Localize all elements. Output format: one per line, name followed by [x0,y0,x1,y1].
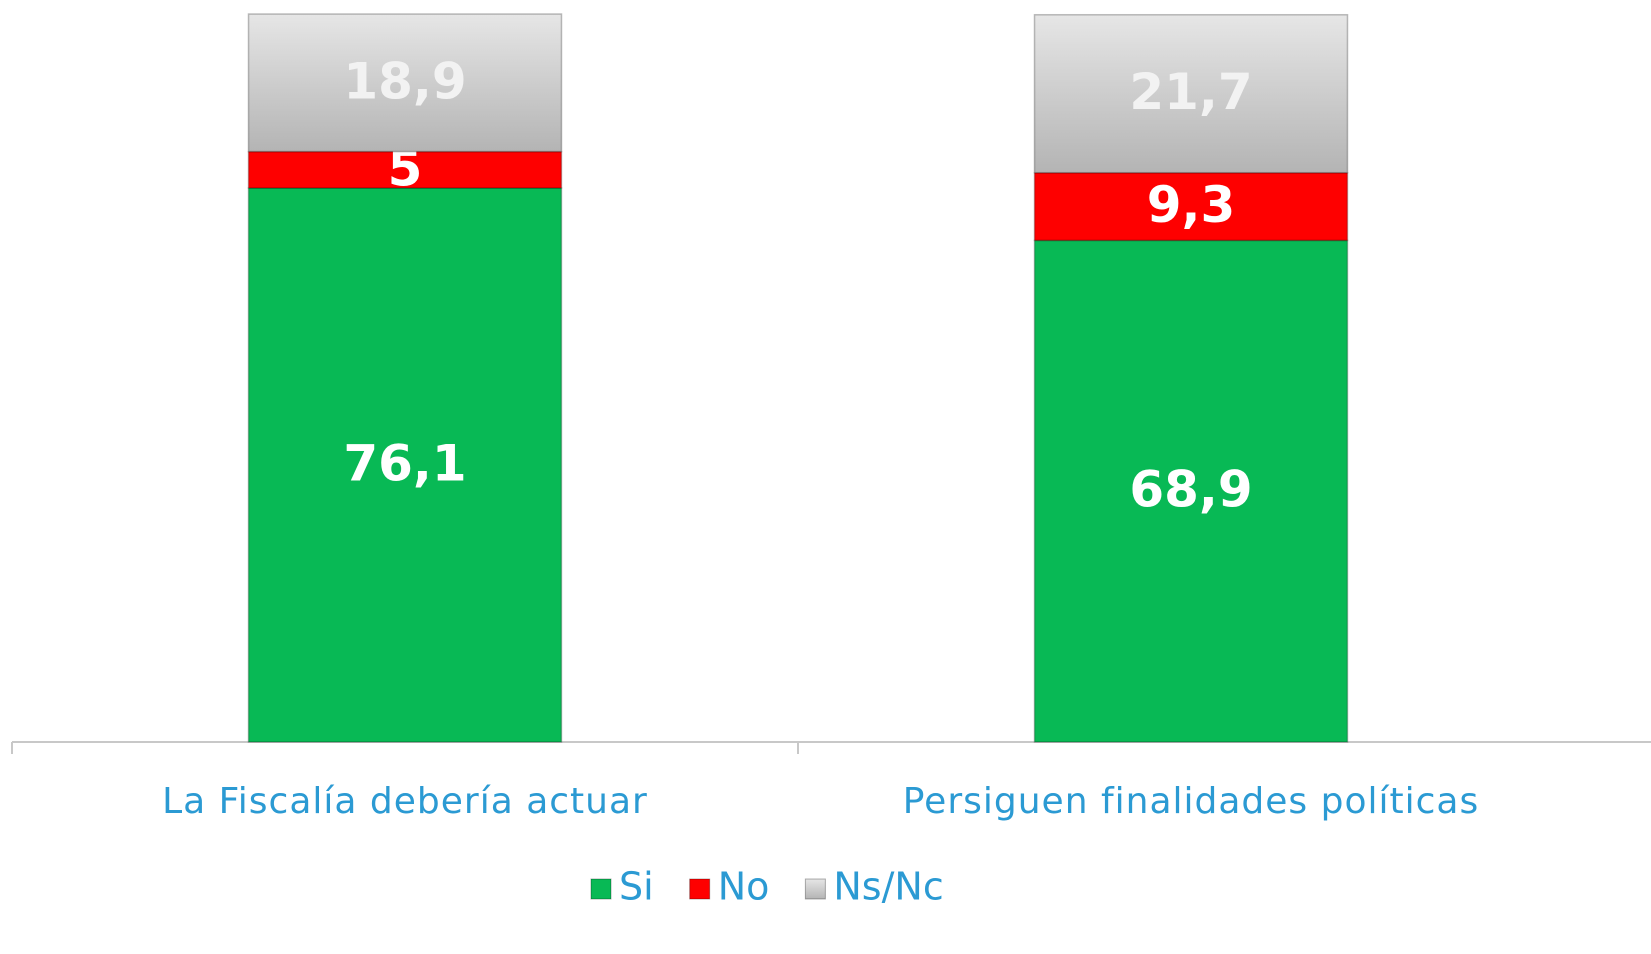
bar-segment [247,13,563,153]
value-label: 18,9 [343,52,466,110]
bar-segment [1033,239,1349,743]
legend-swatch [590,878,612,900]
bar-segment [1033,171,1349,242]
legend-swatch [689,878,711,900]
legend-label: No [718,865,770,909]
value-label: 9,3 [1147,176,1236,234]
legend-label: Ns/Nc [833,865,943,909]
value-label: 76,1 [343,434,466,492]
x-tick-label: Persiguen finalidades políticas [903,781,1479,822]
value-label: 21,7 [1129,63,1252,121]
legend-label: Si [619,865,654,909]
legend-swatch [804,878,826,900]
value-label: 68,9 [1129,461,1252,519]
bar-segment [1033,13,1349,174]
x-tick-label: La Fiscalía debería actuar [162,781,648,822]
bar-segment [247,187,563,743]
